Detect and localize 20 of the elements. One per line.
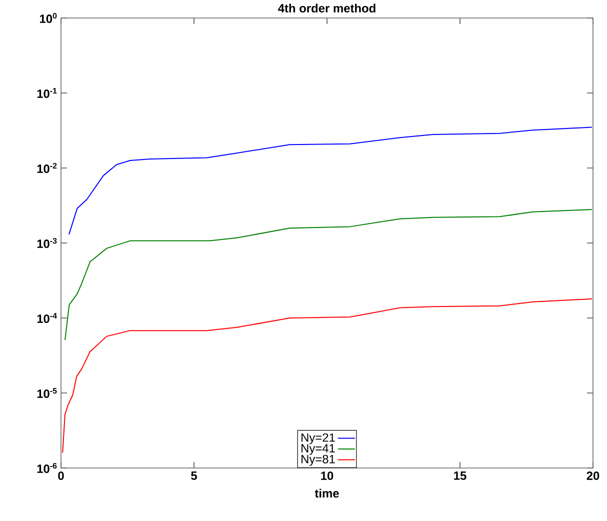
legend-label: Ny=41 bbox=[302, 444, 335, 455]
y-tick-label: 10$^{-2}$ bbox=[37, 162, 57, 174]
x-tick-label: 0 bbox=[58, 472, 64, 480]
x-tick-label: 20 bbox=[586, 472, 600, 480]
y-tick-label: 10$^{-4}$ bbox=[37, 313, 57, 323]
y-tick-label: 10$^{0}$ bbox=[40, 12, 57, 24]
legend-label: Ny=81 bbox=[302, 454, 335, 466]
line-series bbox=[64, 208, 592, 340]
legend-label: Ny=21 bbox=[302, 433, 335, 444]
x-tick-label: 15 bbox=[454, 472, 466, 480]
y-tick-label: 10$^{-5}$ bbox=[37, 388, 57, 398]
line-series bbox=[68, 126, 592, 235]
y-tick-label: 10$^{-1}$ bbox=[37, 88, 57, 98]
line-series bbox=[62, 298, 592, 454]
chart-title: 4th order method bbox=[278, 4, 376, 12]
x-tick-label: 10 bbox=[321, 472, 334, 480]
y-tick-label: 10$^{-3}$ bbox=[37, 238, 57, 248]
y-tick-label: 10$^{-6}$ bbox=[37, 463, 57, 474]
x-tick-label: 5 bbox=[191, 472, 197, 480]
x-axis-title: time bbox=[314, 488, 339, 498]
